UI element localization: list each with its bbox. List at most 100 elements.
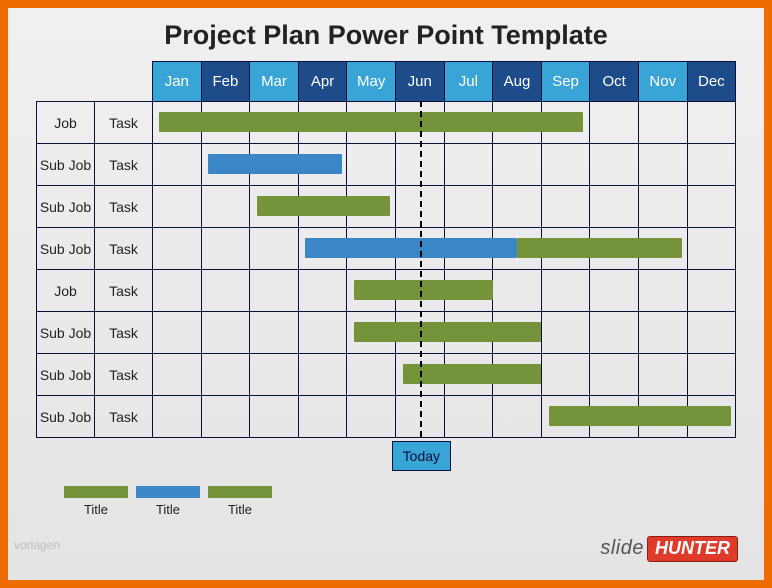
grid-cell bbox=[590, 186, 639, 228]
grid-cell bbox=[298, 186, 347, 228]
today-marker-line bbox=[420, 101, 422, 437]
grid-cell bbox=[687, 354, 736, 396]
grid-cell bbox=[541, 102, 590, 144]
grid-cell bbox=[638, 144, 687, 186]
grid-cell bbox=[153, 186, 202, 228]
grid-cell bbox=[153, 270, 202, 312]
grid-cell bbox=[298, 312, 347, 354]
grid-cell bbox=[347, 144, 396, 186]
grid-cell bbox=[493, 186, 542, 228]
grid-cell bbox=[298, 270, 347, 312]
job-label: Sub Job bbox=[37, 186, 95, 228]
grid-cell bbox=[541, 186, 590, 228]
task-label: Task bbox=[95, 354, 153, 396]
grid-cell bbox=[687, 228, 736, 270]
grid-cell bbox=[687, 396, 736, 438]
grid-cell bbox=[298, 396, 347, 438]
month-header: Aug bbox=[493, 62, 542, 102]
grid-cell bbox=[298, 354, 347, 396]
task-label: Task bbox=[95, 396, 153, 438]
grid-cell bbox=[347, 396, 396, 438]
today-marker-label: Today bbox=[392, 441, 451, 471]
month-header: Sep bbox=[541, 62, 590, 102]
grid-cell bbox=[250, 354, 299, 396]
grid-cell bbox=[250, 186, 299, 228]
grid-cell bbox=[493, 312, 542, 354]
grid-cell bbox=[541, 144, 590, 186]
task-label: Task bbox=[95, 102, 153, 144]
table-row: Sub JobTask bbox=[37, 228, 736, 270]
table-row: Sub JobTask bbox=[37, 354, 736, 396]
month-header: Apr bbox=[298, 62, 347, 102]
legend-item: Title bbox=[136, 486, 200, 517]
brand-hunter-text: HUNTER bbox=[647, 536, 738, 562]
grid-cell bbox=[590, 102, 639, 144]
slide-canvas: Project Plan Power Point Template Jan Fe… bbox=[8, 8, 764, 580]
grid-cell bbox=[347, 228, 396, 270]
grid-cell bbox=[541, 270, 590, 312]
legend-item: Title bbox=[208, 486, 272, 517]
grid-cell bbox=[250, 396, 299, 438]
grid-cell bbox=[590, 270, 639, 312]
job-label: Sub Job bbox=[37, 396, 95, 438]
grid-cell bbox=[201, 270, 250, 312]
grid-cell bbox=[250, 312, 299, 354]
grid-cell bbox=[444, 144, 493, 186]
grid-cell bbox=[250, 228, 299, 270]
legend: Title Title Title bbox=[64, 486, 736, 517]
grid-cell bbox=[687, 102, 736, 144]
task-label: Task bbox=[95, 228, 153, 270]
grid-cell bbox=[153, 144, 202, 186]
grid-cell bbox=[493, 228, 542, 270]
grid-cell bbox=[590, 312, 639, 354]
slide-title: Project Plan Power Point Template bbox=[36, 20, 736, 51]
grid-cell bbox=[638, 396, 687, 438]
month-header: Feb bbox=[201, 62, 250, 102]
grid-cell bbox=[347, 186, 396, 228]
grid-cell bbox=[347, 312, 396, 354]
grid-cell bbox=[201, 186, 250, 228]
grid-cell bbox=[201, 354, 250, 396]
month-header-row: Jan Feb Mar Apr May Jun Jul Aug Sep Oct … bbox=[37, 62, 736, 102]
grid-cell bbox=[444, 396, 493, 438]
grid-cell bbox=[638, 354, 687, 396]
month-header: Nov bbox=[638, 62, 687, 102]
grid-cell bbox=[201, 396, 250, 438]
grid-cell bbox=[638, 228, 687, 270]
grid-cell bbox=[444, 186, 493, 228]
grid-cell bbox=[444, 312, 493, 354]
grid-cell bbox=[298, 144, 347, 186]
grid-cell bbox=[250, 102, 299, 144]
month-header: Jun bbox=[395, 62, 444, 102]
gantt-chart: Jan Feb Mar Apr May Jun Jul Aug Sep Oct … bbox=[36, 61, 736, 438]
grid-cell bbox=[687, 186, 736, 228]
grid-cell bbox=[493, 354, 542, 396]
month-header: Jul bbox=[444, 62, 493, 102]
task-label: Task bbox=[95, 270, 153, 312]
grid-cell bbox=[687, 312, 736, 354]
grid-cell bbox=[493, 144, 542, 186]
month-header: Dec bbox=[687, 62, 736, 102]
job-label: Job bbox=[37, 102, 95, 144]
job-label: Job bbox=[37, 270, 95, 312]
grid-cell bbox=[590, 354, 639, 396]
legend-label: Title bbox=[208, 502, 272, 517]
grid-cell bbox=[444, 354, 493, 396]
grid-cell bbox=[347, 354, 396, 396]
header-spacer bbox=[37, 62, 95, 102]
job-label: Sub Job bbox=[37, 228, 95, 270]
grid-cell bbox=[687, 144, 736, 186]
task-label: Task bbox=[95, 312, 153, 354]
month-header: Mar bbox=[250, 62, 299, 102]
legend-swatch bbox=[208, 486, 272, 498]
grid-cell bbox=[153, 354, 202, 396]
grid-cell bbox=[153, 228, 202, 270]
grid-cell bbox=[687, 270, 736, 312]
grid-cell bbox=[250, 144, 299, 186]
job-label: Sub Job bbox=[37, 144, 95, 186]
grid-cell bbox=[493, 270, 542, 312]
legend-label: Title bbox=[64, 502, 128, 517]
grid-cell bbox=[201, 312, 250, 354]
brand-logo: slideHUNTER bbox=[600, 536, 738, 562]
grid-cell bbox=[590, 144, 639, 186]
